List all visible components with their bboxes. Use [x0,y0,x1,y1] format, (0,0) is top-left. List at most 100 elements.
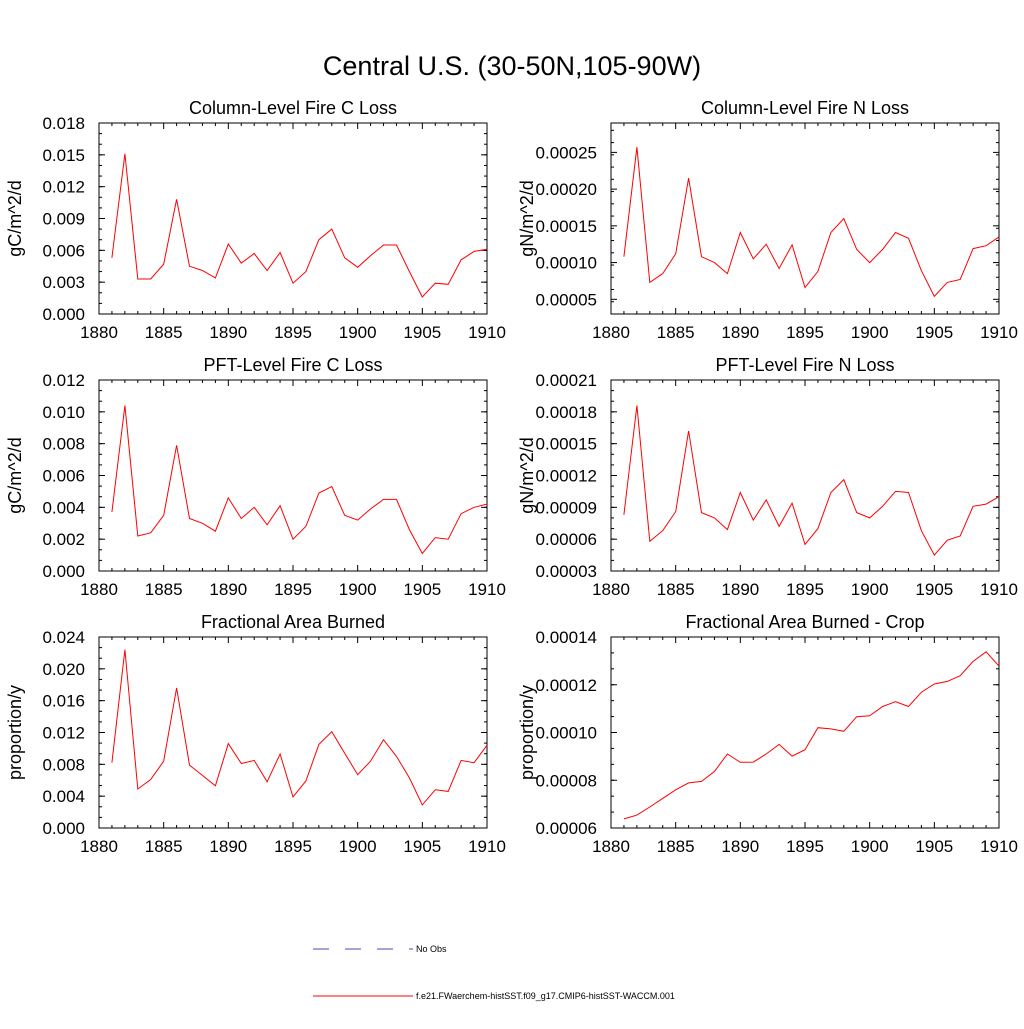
x-tick-label: 1910 [980,323,1018,342]
y-tick-label: 0.000 [42,562,85,581]
y-tick-label: 0.002 [42,530,85,549]
x-tick-label: 1885 [145,323,183,342]
chart-panel-4: PFT-Level Fire N Loss gN/m^2/d 1880 1885 189… [517,355,1018,599]
y-tick-label: 0.018 [42,114,85,133]
x-tick-label: 1910 [468,580,506,599]
x-tick-label: 1890 [209,323,247,342]
y-tick-label: 0.00015 [536,435,597,454]
y-axis-label: gN/m^2/d [517,437,537,513]
y-tick-label: 0.00006 [536,819,597,838]
legend-model-label: f.e21.FWaerchem-histSST.f09_g17.CMIP6-hi… [416,991,675,1001]
y-tick-label: 0.012 [42,371,85,390]
series-line-1 [111,153,488,298]
x-tick-label: 1890 [721,323,759,342]
plot-frame [98,636,488,829]
y-tick-label: 0.003 [42,273,85,292]
y-tick-label: 0.00018 [536,403,597,422]
x-tick-label: 1895 [274,323,312,342]
x-tick-label: 1900 [851,323,889,342]
y-tick-label: 0.00012 [536,467,597,486]
y-tick-label: 0.000 [42,819,85,838]
x-tick-label: 1910 [468,323,506,342]
y-tick-label: 0.008 [42,755,85,774]
x-tick-label: 1905 [915,323,953,342]
x-tick-label: 1900 [851,837,889,856]
chart-panel-5: Fractional Area Burned proportion/y 1880 18… [5,612,506,856]
y-tick-label: 0.00015 [536,217,597,236]
y-tick-label: 0.00020 [536,180,597,199]
plot-frame [98,379,488,572]
panel-title: Fractional Area Burned - Crop [685,612,924,632]
y-tick-label: 0.000 [42,305,85,324]
x-tick-label: 1885 [145,837,183,856]
y-tick-label: 0.020 [42,660,85,679]
y-tick-label: 0.00010 [536,724,597,743]
x-tick-label: 1910 [980,837,1018,856]
series-line-1 [111,405,488,555]
x-tick-label: 1885 [657,580,695,599]
plot-frame [610,122,1000,315]
panels: Column-Level Fire C Loss gC/m^2/d 1880 1885… [5,98,1018,856]
y-tick-label: 0.00009 [536,498,597,517]
y-tick-label: 0.00012 [536,676,597,695]
chart-panel-1: Column-Level Fire C Loss gC/m^2/d 1880 1885… [5,98,506,342]
y-tick-label: 0.012 [42,724,85,743]
x-tick-label: 1885 [145,580,183,599]
x-tick-label: 1880 [592,837,630,856]
figure-title: Central U.S. (30-50N,105-90W) [323,51,701,81]
x-tick-label: 1890 [209,580,247,599]
x-tick-label: 1880 [592,323,630,342]
y-tick-label: 0.004 [42,787,85,806]
plot-frame [98,122,488,315]
x-tick-label: 1890 [721,837,759,856]
y-tick-label: 0.024 [42,628,85,647]
x-tick-label: 1895 [786,580,824,599]
x-tick-label: 1905 [403,837,441,856]
x-tick-label: 1895 [274,580,312,599]
chart-panel-3: PFT-Level Fire C Loss gC/m^2/d 1880 1885 189… [5,355,506,599]
y-axis-label: gC/m^2/d [5,180,25,256]
plot-frame [610,379,1000,572]
panel-title: PFT-Level Fire N Loss [715,355,894,375]
y-tick-label: 0.00010 [536,254,597,273]
x-tick-label: 1900 [339,323,377,342]
series-line-1 [623,651,1000,820]
y-tick-label: 0.00005 [536,290,597,309]
x-tick-label: 1905 [403,580,441,599]
y-axis-label: proportion/y [5,685,25,780]
x-tick-label: 1890 [209,837,247,856]
x-tick-label: 1885 [657,837,695,856]
plot-frame [610,636,1000,829]
y-tick-label: 0.00003 [536,562,597,581]
series-line-1 [623,147,1000,298]
x-tick-label: 1880 [592,580,630,599]
x-tick-label: 1890 [721,580,759,599]
y-tick-label: 0.006 [42,467,85,486]
y-tick-label: 0.00025 [536,143,597,162]
y-tick-label: 0.009 [42,210,85,229]
x-tick-label: 1895 [786,837,824,856]
x-tick-label: 1910 [980,580,1018,599]
y-tick-label: 0.00021 [536,371,597,390]
x-tick-label: 1880 [80,323,118,342]
legend: No Obs f.e21.FWaerchem-histSST.f09_g17.C… [313,944,675,1001]
y-tick-label: 0.00006 [536,530,597,549]
x-tick-label: 1905 [915,837,953,856]
y-tick-label: 0.008 [42,435,85,454]
y-axis-label: gC/m^2/d [5,437,25,513]
y-tick-label: 0.00008 [536,771,597,790]
series-line-1 [623,405,1000,556]
x-tick-label: 1900 [339,837,377,856]
x-tick-label: 1905 [403,323,441,342]
y-tick-label: 0.004 [42,498,85,517]
x-tick-label: 1895 [786,323,824,342]
y-tick-label: 0.015 [42,146,85,165]
chart-panel-2: Column-Level Fire N Loss gN/m^2/d 1880 1885… [517,98,1018,342]
x-tick-label: 1880 [80,837,118,856]
x-tick-label: 1905 [915,580,953,599]
x-tick-label: 1895 [274,837,312,856]
panel-title: Fractional Area Burned [201,612,385,632]
x-tick-label: 1900 [851,580,889,599]
